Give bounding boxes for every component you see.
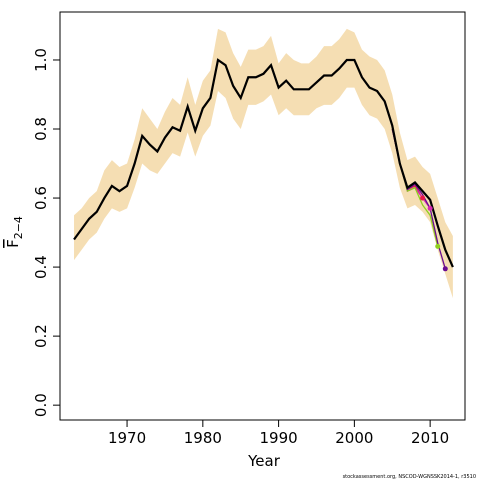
y-tick-group: 1.0 <box>32 48 50 72</box>
x-axis-label: Year <box>247 452 281 470</box>
retro-end-point <box>420 195 426 201</box>
footnote: stockassessment.org, NSCOD-WGNSSK2014-1,… <box>343 474 476 480</box>
x-tick-label: 2000 <box>335 429 373 447</box>
y-tick-label: 1.0 <box>32 48 50 72</box>
plot-frame <box>59 11 466 421</box>
y-tick-group: 0.6 <box>32 186 50 210</box>
y-tick-group: 0.2 <box>32 324 50 348</box>
y-label-text: F2−4 <box>4 216 25 248</box>
y-tick-label: 0.2 <box>32 324 50 348</box>
retro-end-point <box>442 266 448 272</box>
y-tick-label: 0.0 <box>32 393 50 417</box>
y-tick-group: 0.8 <box>32 117 50 141</box>
y-label-sub: 2−4 <box>12 216 25 239</box>
y-tick-group: 0.0 <box>32 393 50 417</box>
x-tick-label: 1990 <box>260 429 298 447</box>
y-tick-label: 0.4 <box>32 255 50 279</box>
retro-end-point <box>427 205 433 211</box>
y-label-main: F <box>4 239 22 248</box>
estimate-line <box>73 58 454 268</box>
retro-end-point <box>435 243 441 249</box>
x-tick-label: 1980 <box>184 429 222 447</box>
y-tick-group: 0.4 <box>32 255 50 279</box>
x-tick-label: 2010 <box>411 429 449 447</box>
y-tick-label: 0.8 <box>32 117 50 141</box>
y-tick-label: 0.6 <box>32 186 50 210</box>
confidence-band <box>74 28 453 299</box>
y-axis-label: F2−4 <box>4 216 25 248</box>
x-tick-label: 1970 <box>108 429 146 447</box>
